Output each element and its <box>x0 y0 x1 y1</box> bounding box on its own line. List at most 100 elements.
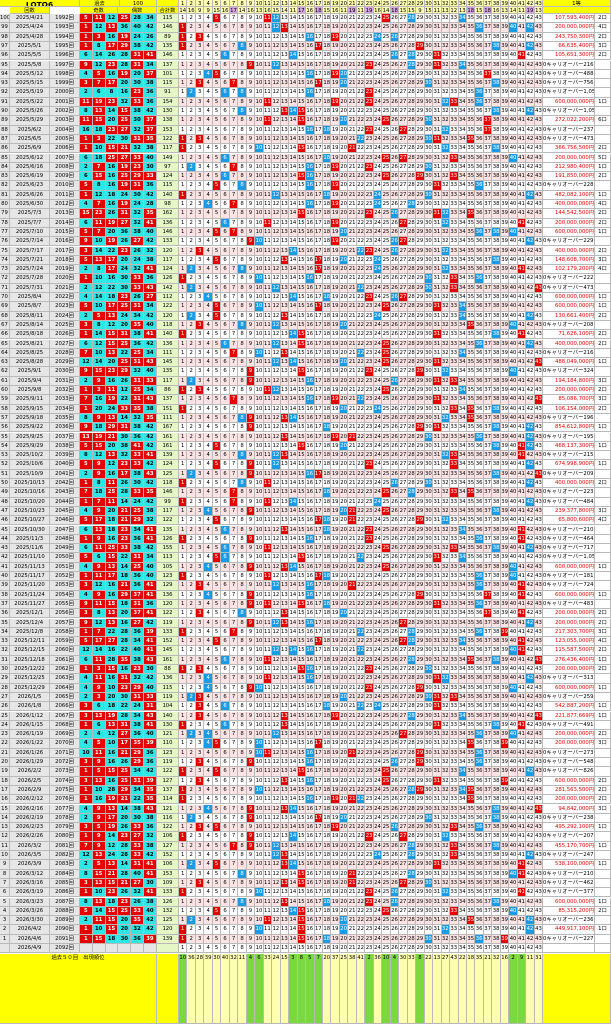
grid-number: 7 <box>230 553 238 562</box>
grid-number: 9 <box>247 712 255 721</box>
grid-number: 7 <box>230 451 238 460</box>
grid-number: 43 <box>535 61 543 70</box>
grid-number: 22 <box>357 619 365 628</box>
grid-number: 26 <box>391 507 399 516</box>
grid-number: 24 <box>374 665 382 674</box>
grid-number: 31 <box>433 498 441 507</box>
grid-number: 2 <box>187 646 195 655</box>
grid-number: 2 <box>187 98 195 107</box>
grid-number: 3 <box>196 767 204 776</box>
grid-number: 2 <box>187 237 195 246</box>
grid-number: 14 <box>289 293 297 302</box>
grid-number: 2 <box>187 832 195 841</box>
grid-number: 43 <box>535 200 543 209</box>
grid-number: 4 <box>204 154 212 163</box>
grid-number: 25 <box>382 563 390 572</box>
grid-number: 32 <box>442 693 450 702</box>
grid-number: 43 <box>535 600 543 609</box>
grid-number: 43 <box>535 563 543 572</box>
grid-number: 24 <box>374 395 382 404</box>
sum-cell: 122 <box>157 302 179 311</box>
grid-number: 33 <box>450 544 458 553</box>
drawn-number: 11 <box>93 656 106 665</box>
grid-number: 39 <box>501 163 509 172</box>
sum-cell: 122 <box>157 516 179 525</box>
grid-number: 43 <box>535 730 543 739</box>
row-index: 60 <box>0 386 10 395</box>
draw-date: 2025/11/10 <box>10 553 50 562</box>
grid-number: 26 <box>391 14 399 23</box>
grid-number: 40 <box>509 814 517 823</box>
grid-number: 9 <box>247 70 255 79</box>
draw-round: 2049回 <box>50 544 80 553</box>
grid-number: 33 <box>450 107 458 116</box>
hit-count-cell: 16 <box>374 7 382 14</box>
grid-number: 25 <box>382 433 390 442</box>
drawn-number: 38 <box>131 721 144 730</box>
grid-number: 22 <box>357 302 365 311</box>
grid-number: 13 <box>281 144 289 153</box>
draw-round: 1995回 <box>50 42 80 51</box>
grid-number: 26 <box>391 88 399 97</box>
grid-number: 4 <box>204 702 212 711</box>
grid-number: 35 <box>467 61 475 70</box>
grid-number: 41 <box>518 237 526 246</box>
grid-number: 41 <box>518 247 526 256</box>
grid-number: 39 <box>501 144 509 153</box>
grid-number: 37 <box>484 451 492 460</box>
grid-number: 36 <box>475 646 483 655</box>
grid-number: 6 <box>221 702 229 711</box>
grid-number: 39 <box>501 693 509 702</box>
drawn-number: 33 <box>131 460 144 469</box>
prize-amount: 123,055,000円 <box>543 637 595 646</box>
grid-number: 41 <box>518 767 526 776</box>
grid-number: 32 <box>442 712 450 721</box>
grid-number: 38 <box>492 460 500 469</box>
drawn-number: 20 <box>118 814 131 823</box>
grid-number: 31 <box>433 433 441 442</box>
grid-number: 16 <box>306 795 314 804</box>
grid-number: 4 <box>204 107 212 116</box>
grid-number: 33 <box>450 795 458 804</box>
grid-number: 4 <box>204 219 212 228</box>
grid-number: 8 <box>238 488 246 497</box>
grid-number: 3 <box>196 330 204 339</box>
grid-number: 7 <box>230 619 238 628</box>
grid-number: 17 <box>315 609 323 618</box>
grid-number: 5 <box>213 98 221 107</box>
draw-round: 2055回 <box>50 600 80 609</box>
drawn-number: 30 <box>131 479 144 488</box>
grid-number: 42 <box>526 479 534 488</box>
grid-number: 37 <box>484 135 492 144</box>
grid-number: 14 <box>289 656 297 665</box>
draw-round: 2045回 <box>50 507 80 516</box>
grid-number: 43 <box>535 749 543 758</box>
winner-count <box>595 814 611 823</box>
grid-number: 17 <box>315 544 323 553</box>
drawn-number: 1 <box>80 405 93 414</box>
grid-number: 20 <box>340 98 348 107</box>
grid-number: 14 <box>289 702 297 711</box>
grid-number: 9 <box>247 433 255 442</box>
grid-number: 31 <box>433 42 441 51</box>
grid-number: 21 <box>348 61 356 70</box>
grid-number: 16 <box>306 674 314 683</box>
drawn-number: 1 <box>80 665 93 674</box>
grid-number: 34 <box>459 572 467 581</box>
grid-number: 38 <box>492 414 500 423</box>
winner-count: 1口 <box>595 591 611 600</box>
grid-number: 41 <box>518 507 526 516</box>
grid-number: 21 <box>348 702 356 711</box>
grid-number: 19 <box>331 154 339 163</box>
grid-number: 30 <box>425 154 433 163</box>
grid-number: 2 <box>187 674 195 683</box>
grid-number: 25 <box>382 23 390 32</box>
grid-number: 22 <box>357 144 365 153</box>
grid-number: 31 <box>433 126 441 135</box>
grid-number: 36 <box>475 591 483 600</box>
grid-number: 17 <box>315 135 323 144</box>
drawn-number: 33 <box>144 172 157 181</box>
grid-number: 10 <box>255 33 263 42</box>
grid-number: 9 <box>247 61 255 70</box>
grid-number: 32 <box>442 535 450 544</box>
